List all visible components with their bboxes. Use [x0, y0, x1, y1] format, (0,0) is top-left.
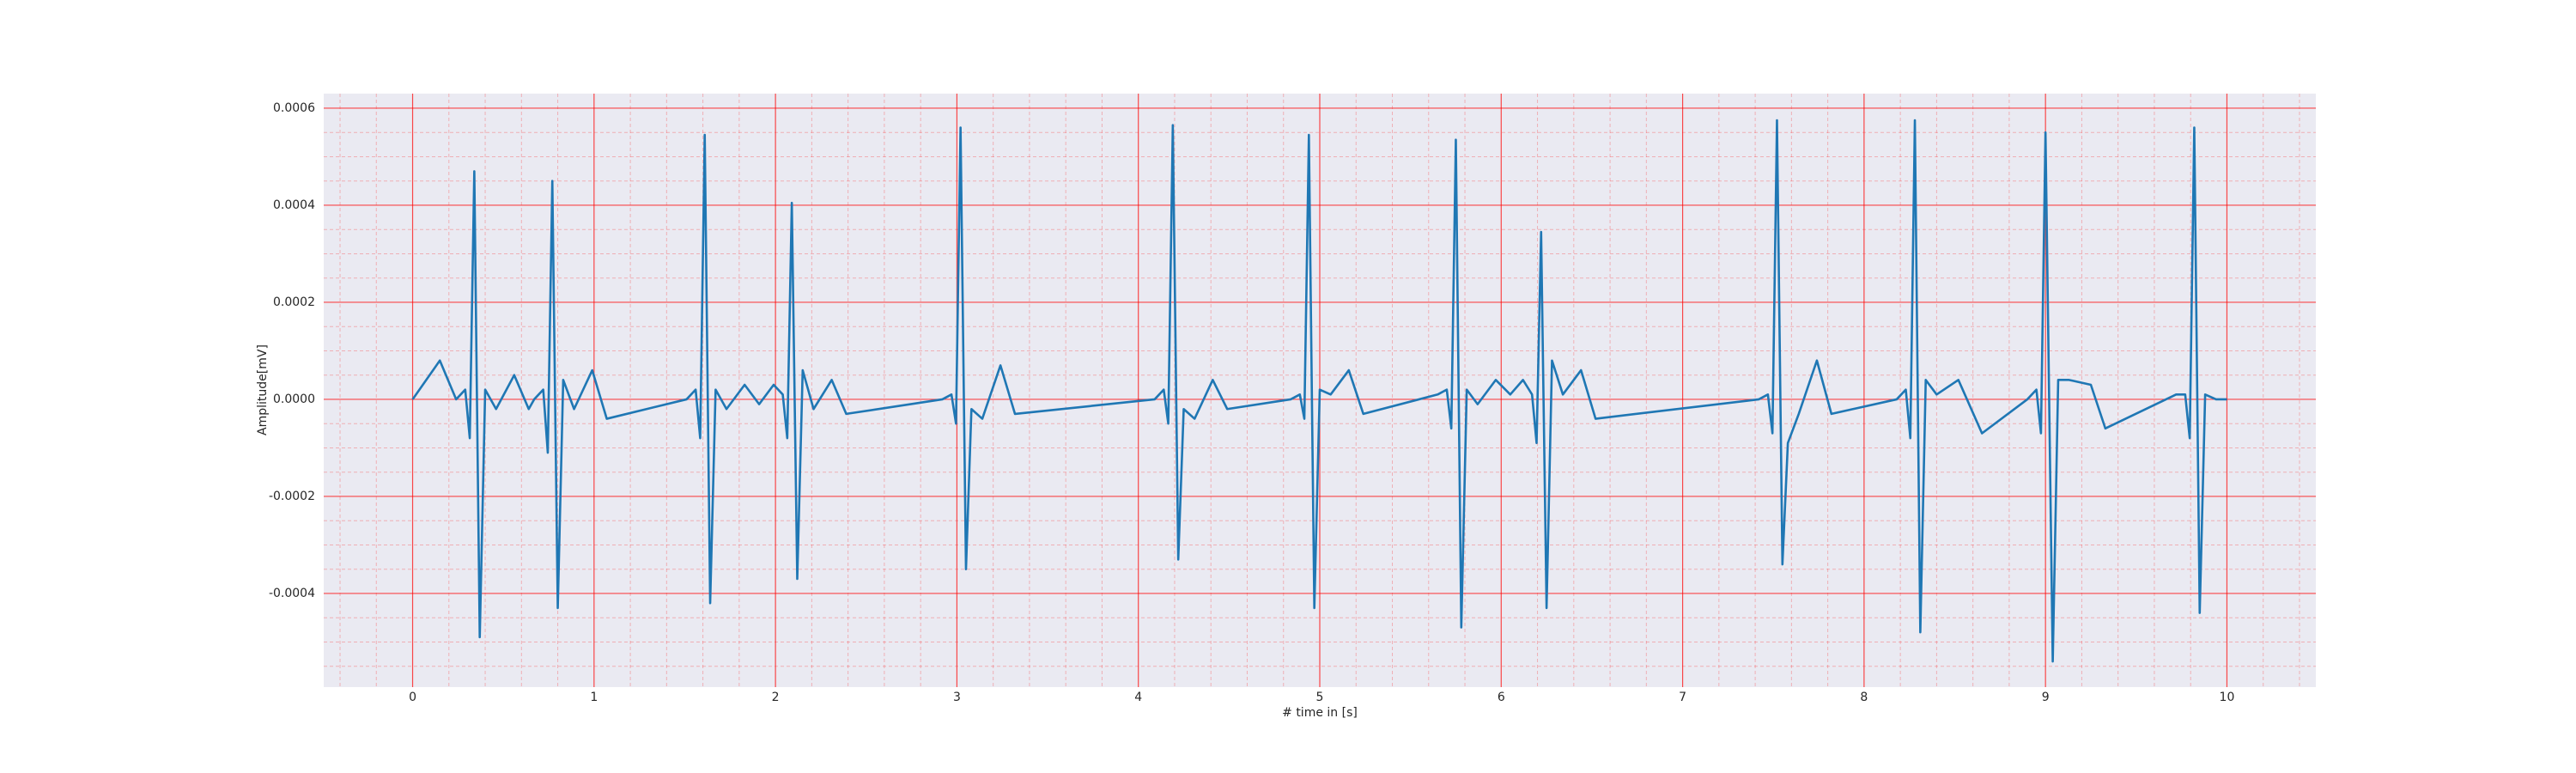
x-tick-label: 8 [1860, 691, 1868, 704]
x-tick-label: 6 [1498, 691, 1505, 704]
x-axis-label: # time in [s] [1282, 706, 1358, 720]
y-tick-label: 0.0002 [273, 295, 315, 309]
x-tick-label: 7 [1679, 691, 1686, 704]
y-tick-label: 0.0004 [273, 198, 315, 212]
data [411, 119, 2227, 663]
x-tick-label: 10 [2220, 691, 2235, 704]
y-axis-label: Amplitude[mV] [256, 344, 270, 435]
ecg-line [411, 119, 2227, 663]
x-tick-label: 2 [772, 691, 780, 704]
x-tick-label: 9 [2042, 691, 2050, 704]
x-tick-label: 4 [1134, 691, 1142, 704]
y-tick-label: -0.0004 [269, 587, 315, 600]
labels: 0 1 2 3 4 5 6 7 8 9 10 -0.0004 -0.0002 0.0000 0.0002 0.… [269, 101, 2234, 704]
x-tick-label: 0 [409, 691, 416, 704]
y-tick-label: -0.0002 [269, 490, 315, 503]
y-tick-label: 0.0000 [273, 393, 315, 406]
x-tick-label: 5 [1316, 691, 1324, 704]
y-tick-label: 0.0006 [273, 101, 315, 115]
x-tick-label: 3 [953, 691, 961, 704]
x-tick-label: 1 [590, 691, 598, 704]
